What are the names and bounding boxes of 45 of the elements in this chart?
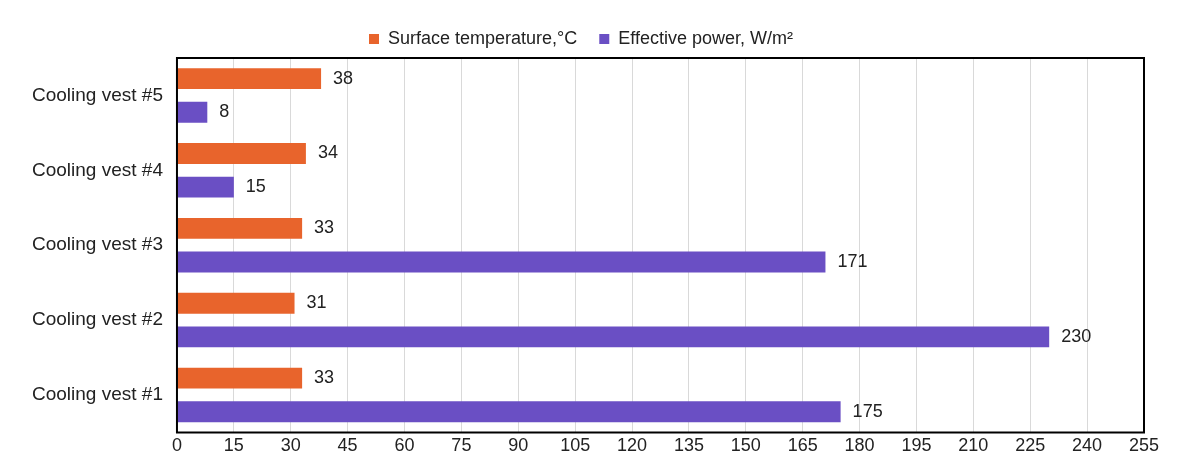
- x-tick-label: 105: [560, 435, 591, 456]
- x-tick-label: 210: [958, 435, 989, 456]
- x-tick-label: 135: [673, 435, 704, 456]
- x-tick-label: 90: [508, 435, 529, 456]
- legend-label: Effective power, W/m²: [618, 27, 794, 48]
- data-label: 230: [1061, 325, 1092, 346]
- bar: [177, 217, 303, 239]
- data-label: 38: [333, 67, 354, 88]
- bar: [177, 292, 295, 314]
- x-tick-label: 75: [451, 435, 472, 456]
- x-tick-label: 15: [223, 435, 244, 456]
- x-tick-label: 195: [901, 435, 932, 456]
- bar: [177, 143, 306, 164]
- y-tick-label: Cooling vest #5: [32, 83, 163, 105]
- x-tick-label: 255: [1128, 435, 1160, 456]
- data-label: 171: [837, 251, 868, 272]
- bar: [177, 326, 1050, 348]
- x-tick-label: 180: [844, 435, 875, 456]
- bar: [177, 176, 234, 198]
- bar: [177, 251, 826, 273]
- y-tick-label: Cooling vest #4: [32, 158, 164, 180]
- data-label: 15: [245, 176, 266, 197]
- x-tick-label: 45: [337, 435, 358, 456]
- x-tick-label: 0: [171, 435, 182, 456]
- data-label: 34: [317, 142, 338, 163]
- bar: [177, 101, 208, 123]
- data-label: 175: [852, 400, 883, 421]
- data-label: 33: [314, 217, 335, 238]
- y-tick-label: Cooling vest #1: [32, 383, 163, 405]
- x-tick-label: 60: [394, 435, 415, 456]
- x-tick-label: 120: [617, 435, 648, 456]
- bar: [177, 401, 841, 423]
- y-tick-label: Cooling vest #2: [32, 308, 163, 330]
- legend-label: Surface temperature,°C: [388, 27, 578, 48]
- y-tick-label: Cooling vest #3: [32, 233, 163, 255]
- data-label: 31: [306, 292, 327, 313]
- x-tick-label: 165: [787, 435, 818, 456]
- bar: [177, 367, 303, 389]
- data-label: 8: [219, 101, 230, 122]
- x-tick-label: 240: [1072, 435, 1103, 456]
- x-tick-label: 225: [1015, 435, 1046, 456]
- bar: [177, 68, 322, 90]
- x-tick-label: 30: [280, 435, 301, 456]
- x-tick-label: 150: [730, 435, 761, 456]
- data-label: 33: [314, 367, 335, 388]
